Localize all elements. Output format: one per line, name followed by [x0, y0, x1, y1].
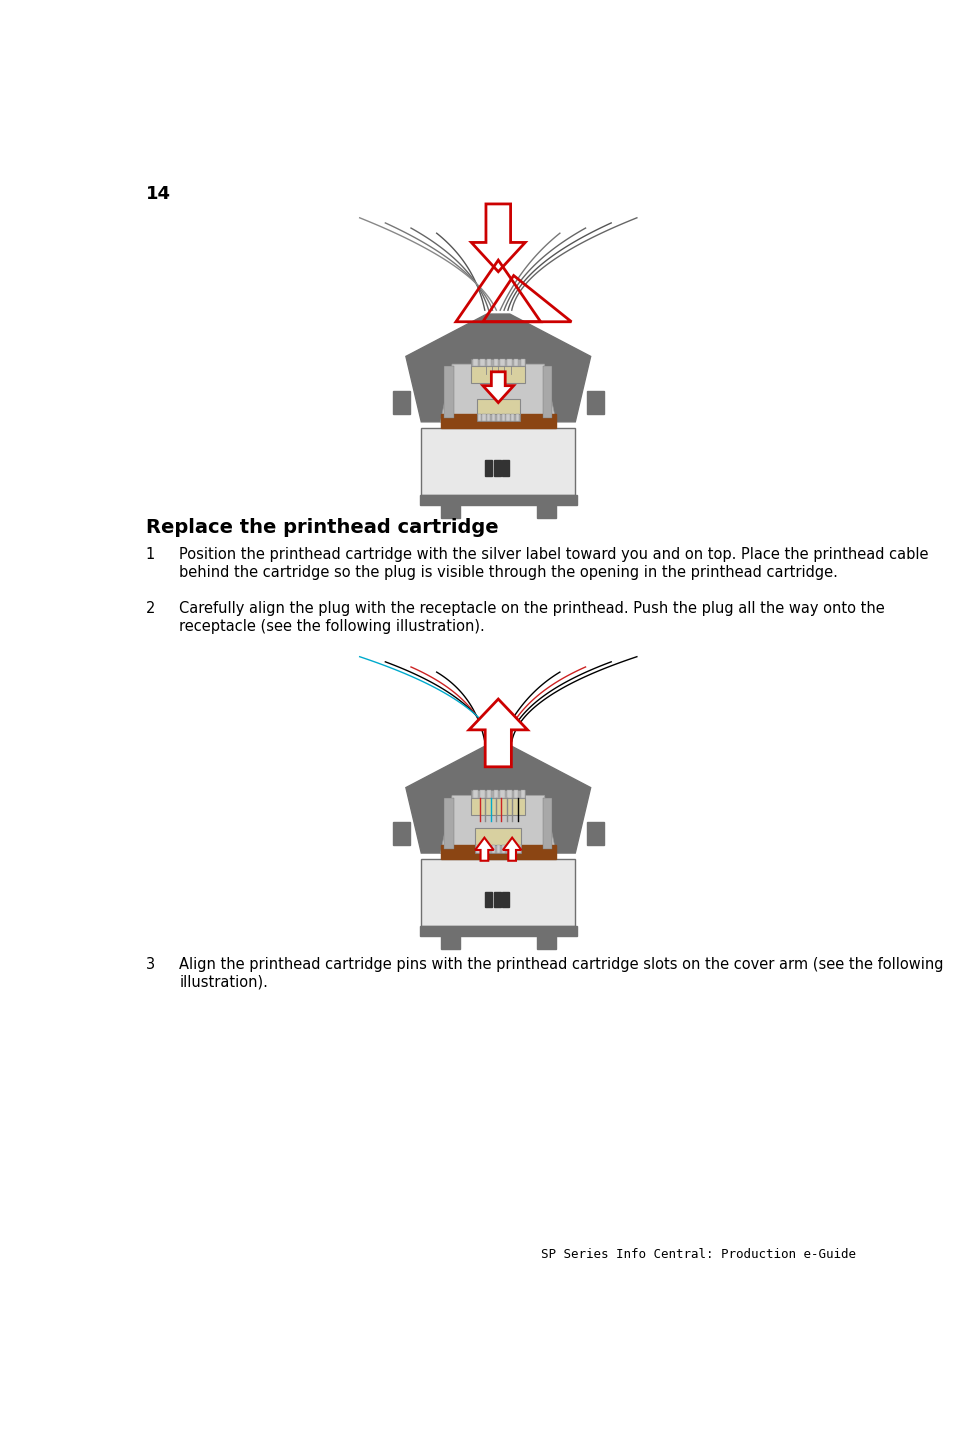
Bar: [441, 505, 460, 518]
Bar: [487, 413, 490, 422]
Polygon shape: [475, 838, 493, 861]
Bar: [421, 859, 575, 927]
Bar: [393, 822, 410, 845]
Bar: [507, 789, 512, 798]
Bar: [502, 891, 509, 907]
Bar: [486, 460, 492, 476]
Bar: [497, 845, 500, 852]
Bar: [441, 937, 460, 950]
Polygon shape: [441, 415, 556, 428]
Bar: [537, 937, 556, 950]
Bar: [483, 413, 486, 422]
Bar: [500, 789, 505, 798]
Bar: [419, 495, 577, 505]
Bar: [493, 891, 500, 907]
Bar: [506, 413, 510, 422]
Bar: [502, 413, 505, 422]
Bar: [543, 798, 553, 849]
Bar: [477, 399, 520, 413]
Bar: [486, 891, 492, 907]
Polygon shape: [406, 315, 591, 422]
Bar: [587, 822, 604, 845]
Bar: [493, 359, 498, 366]
Bar: [543, 366, 553, 418]
Bar: [473, 359, 478, 366]
Polygon shape: [471, 204, 525, 272]
Bar: [502, 460, 509, 476]
Bar: [482, 845, 485, 852]
Bar: [500, 359, 505, 366]
Bar: [507, 359, 512, 366]
Text: 3: 3: [146, 957, 155, 972]
Bar: [475, 845, 522, 852]
Bar: [471, 359, 525, 366]
Bar: [493, 789, 498, 798]
Bar: [514, 789, 519, 798]
Bar: [480, 789, 485, 798]
Bar: [486, 359, 491, 366]
Bar: [493, 460, 500, 476]
Bar: [471, 366, 525, 383]
Text: 14: 14: [146, 186, 170, 203]
Bar: [514, 359, 519, 366]
Bar: [486, 789, 491, 798]
Bar: [502, 845, 505, 852]
Bar: [486, 845, 489, 852]
Text: Align the printhead cartridge pins with the printhead cartridge slots on the cov: Align the printhead cartridge pins with …: [179, 957, 944, 990]
Text: Position the printhead cartridge with the silver label toward you and on top. Pl: Position the printhead cartridge with th…: [179, 548, 929, 579]
Bar: [445, 798, 453, 849]
Polygon shape: [503, 838, 522, 861]
Bar: [537, 505, 556, 518]
Bar: [491, 845, 495, 852]
Bar: [471, 798, 525, 815]
Bar: [497, 413, 500, 422]
Polygon shape: [441, 795, 556, 854]
Polygon shape: [441, 845, 556, 859]
Bar: [477, 413, 520, 422]
Bar: [473, 789, 478, 798]
Bar: [471, 789, 525, 798]
Bar: [445, 366, 453, 418]
Polygon shape: [483, 372, 514, 403]
Polygon shape: [406, 745, 591, 854]
Bar: [518, 845, 521, 852]
Bar: [421, 428, 575, 495]
Bar: [521, 789, 525, 798]
Bar: [512, 845, 516, 852]
Text: 2: 2: [146, 601, 155, 616]
Text: Replace the printhead cartridge: Replace the printhead cartridge: [146, 518, 498, 538]
Bar: [507, 845, 511, 852]
Bar: [475, 828, 522, 845]
Bar: [511, 413, 515, 422]
Bar: [492, 413, 495, 422]
Text: SP Series Info Central: Production e-Guide: SP Series Info Central: Production e-Gui…: [541, 1248, 855, 1261]
Polygon shape: [469, 699, 527, 766]
Bar: [587, 390, 604, 415]
Bar: [521, 359, 525, 366]
Bar: [393, 390, 410, 415]
Bar: [480, 359, 485, 366]
Bar: [478, 413, 481, 422]
Text: Carefully align the plug with the receptacle on the printhead. Push the plug all: Carefully align the plug with the recept…: [179, 601, 885, 633]
Bar: [419, 927, 577, 937]
Text: 1: 1: [146, 548, 155, 562]
Bar: [516, 413, 520, 422]
Polygon shape: [441, 365, 556, 422]
Bar: [476, 845, 480, 852]
